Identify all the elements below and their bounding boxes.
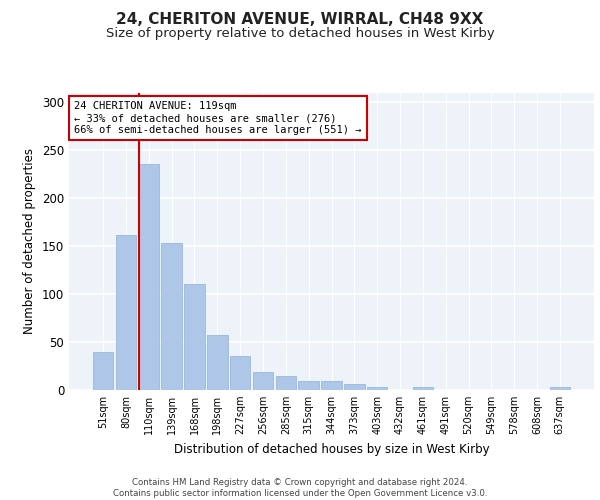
Bar	[207, 336, 227, 390]
Text: Contains HM Land Registry data © Crown copyright and database right 2024.
Contai: Contains HM Land Registry data © Crown c…	[113, 478, 487, 498]
Bar	[550, 387, 570, 390]
Bar	[230, 356, 250, 390]
Bar	[184, 284, 205, 390]
Text: 24, CHERITON AVENUE, WIRRAL, CH48 9XX: 24, CHERITON AVENUE, WIRRAL, CH48 9XX	[116, 12, 484, 28]
Bar	[298, 382, 319, 390]
Bar	[139, 164, 159, 390]
Bar	[367, 387, 388, 390]
X-axis label: Distribution of detached houses by size in West Kirby: Distribution of detached houses by size …	[173, 442, 490, 456]
Text: Size of property relative to detached houses in West Kirby: Size of property relative to detached ho…	[106, 28, 494, 40]
Bar	[93, 352, 113, 390]
Y-axis label: Number of detached properties: Number of detached properties	[23, 148, 37, 334]
Bar	[161, 243, 182, 390]
Bar	[116, 236, 136, 390]
Text: 24 CHERITON AVENUE: 119sqm
← 33% of detached houses are smaller (276)
66% of sem: 24 CHERITON AVENUE: 119sqm ← 33% of deta…	[74, 102, 362, 134]
Bar	[253, 372, 273, 390]
Bar	[413, 387, 433, 390]
Bar	[344, 384, 365, 390]
Bar	[321, 382, 342, 390]
Bar	[275, 376, 296, 390]
